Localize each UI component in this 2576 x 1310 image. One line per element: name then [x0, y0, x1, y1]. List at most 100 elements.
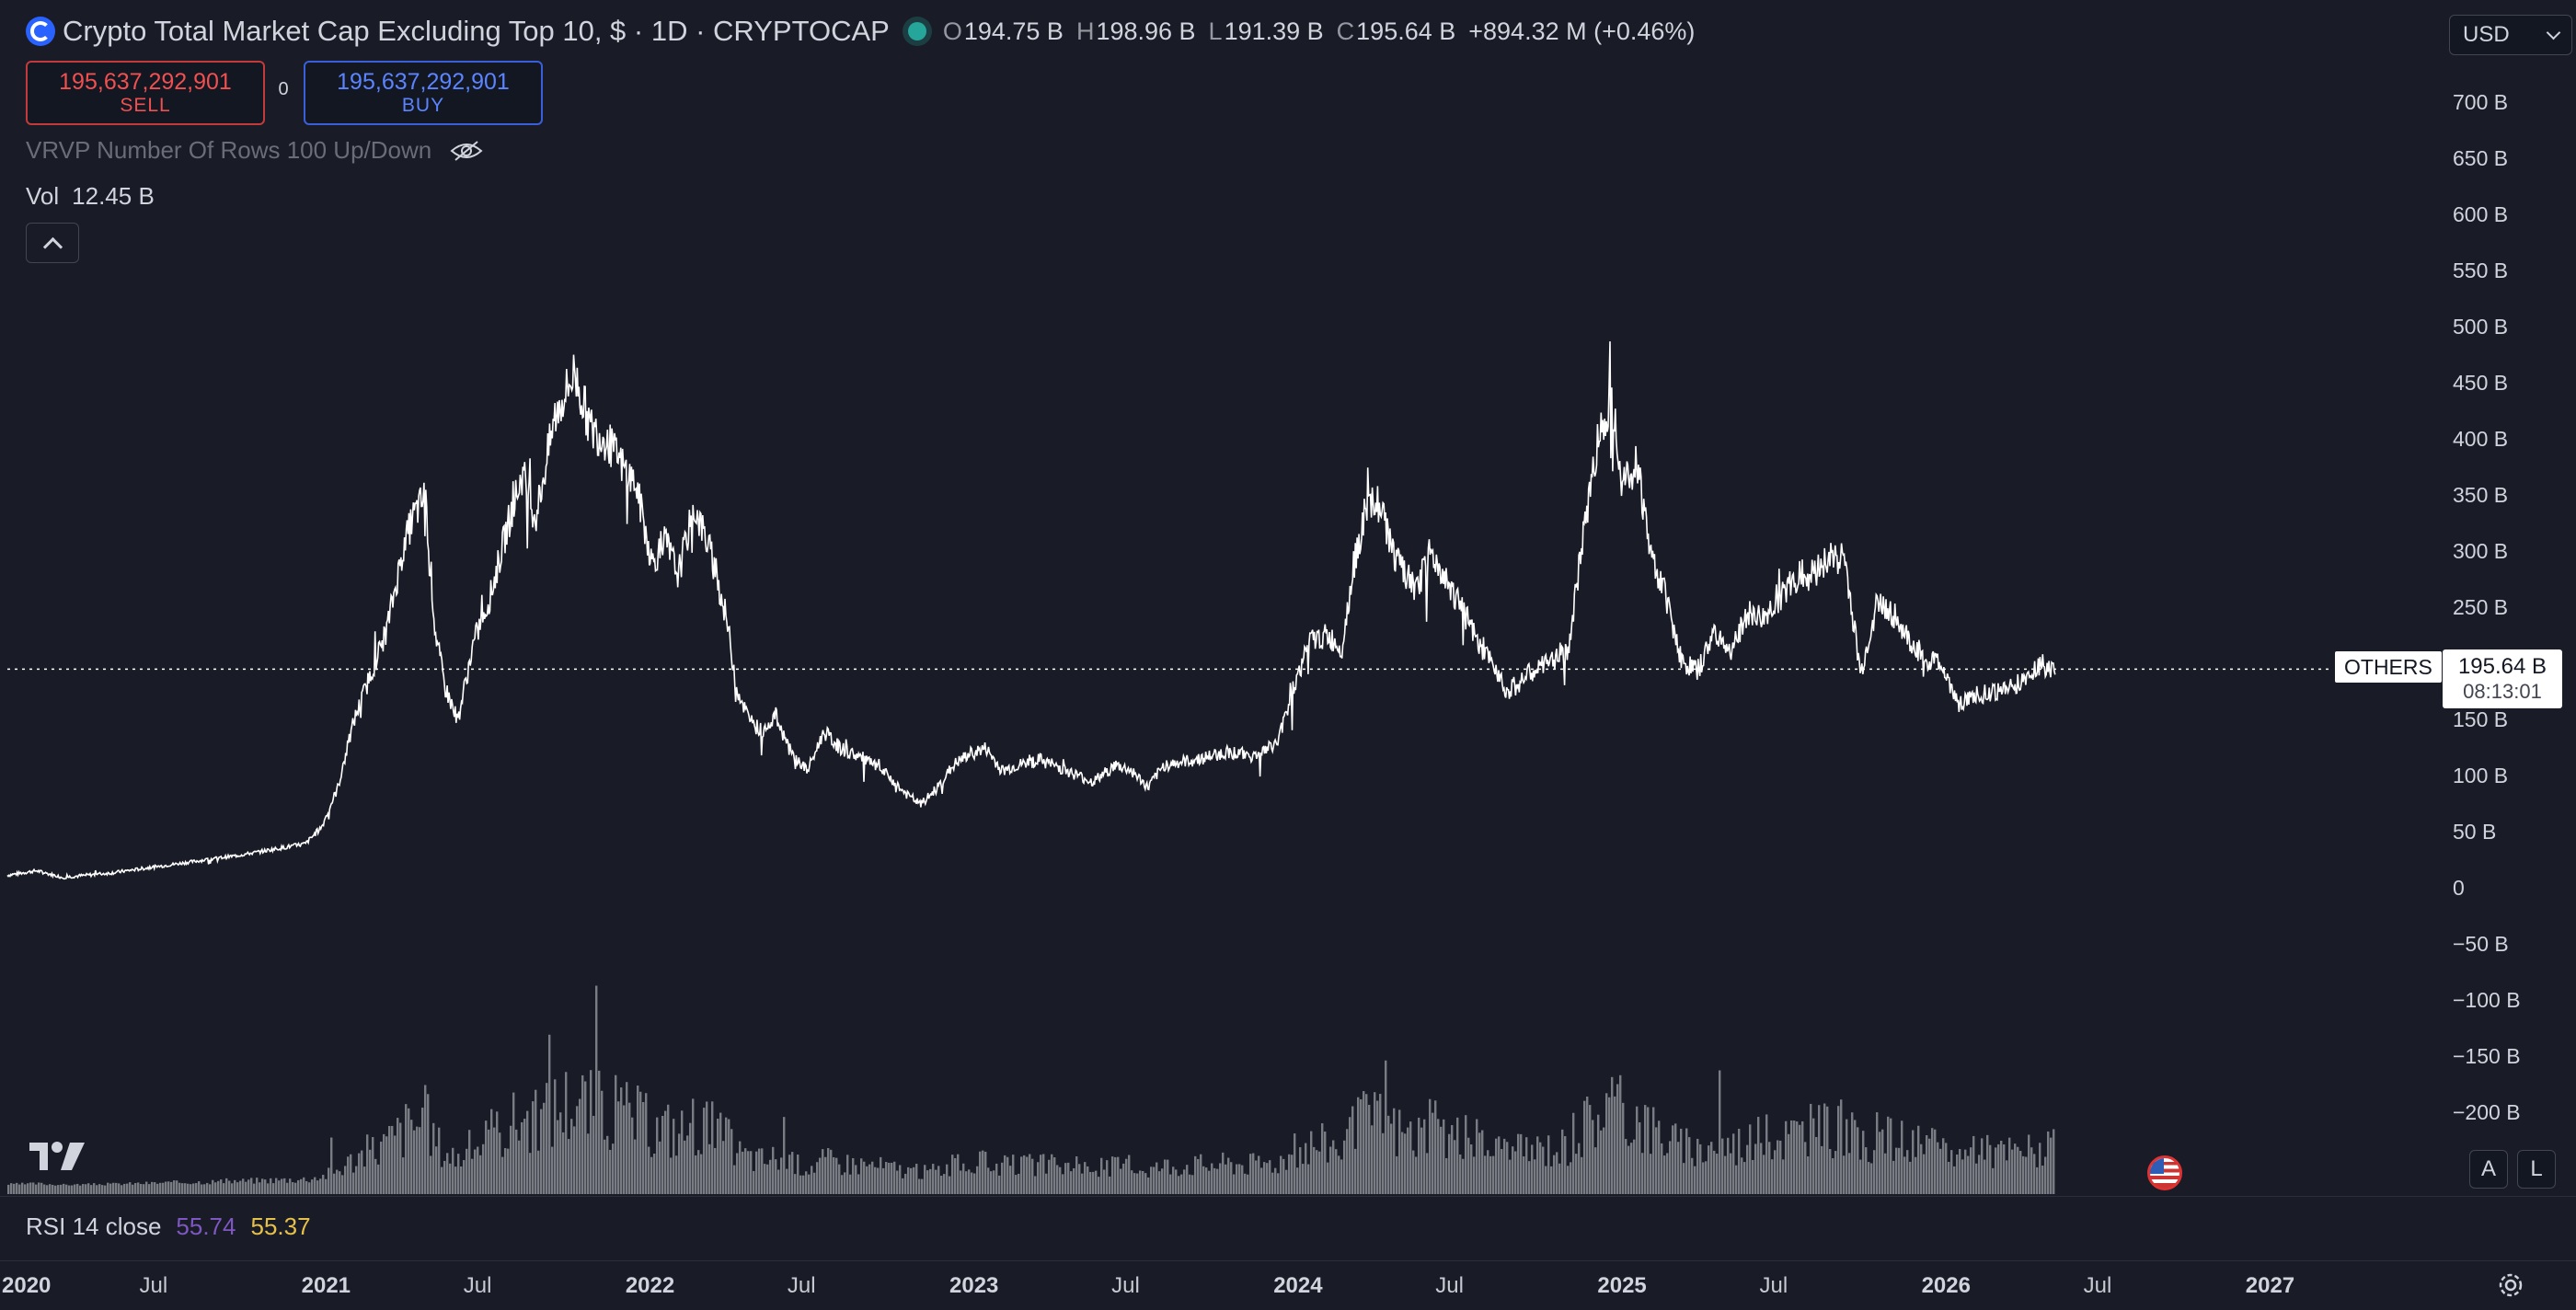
volume-bar	[234, 1179, 236, 1194]
collapse-legend-button[interactable]	[26, 223, 79, 263]
volume-bar	[1009, 1166, 1012, 1194]
volume-bar	[750, 1151, 753, 1194]
volume-bar	[466, 1148, 468, 1194]
volume-bar	[606, 1135, 609, 1194]
volume-bar	[107, 1182, 109, 1194]
volume-bar	[499, 1132, 501, 1194]
eye-hidden-icon[interactable]	[450, 140, 483, 162]
volume-bar	[1324, 1132, 1327, 1194]
volume-bar	[973, 1173, 976, 1194]
auto-scale-button[interactable]: A	[2469, 1150, 2508, 1189]
volume-bar	[1056, 1165, 1059, 1194]
volume-bar	[1426, 1153, 1429, 1194]
volume-bar	[1075, 1156, 1078, 1194]
volume-bar	[1531, 1144, 1534, 1194]
pane-divider[interactable]	[0, 1196, 2576, 1197]
volume-bar	[203, 1184, 206, 1194]
volume-bar	[250, 1178, 253, 1194]
volume-bar	[488, 1129, 490, 1194]
volume-bar	[1901, 1120, 1903, 1194]
volume-bar	[747, 1151, 750, 1194]
volume-bar	[739, 1141, 742, 1194]
volume-bar	[71, 1185, 74, 1194]
volume-bar	[1735, 1165, 1738, 1194]
volume-bar	[523, 1119, 526, 1194]
volume-bar	[711, 1101, 714, 1194]
rsi-legend[interactable]: RSI 14 close 55.74 55.37	[26, 1212, 311, 1241]
volume-bar	[559, 1112, 562, 1194]
volume-bar	[730, 1129, 733, 1194]
volume-bar	[1661, 1143, 1663, 1194]
volume-bar	[1978, 1155, 1981, 1194]
volume-bar	[576, 1106, 579, 1194]
volume-bar	[259, 1182, 261, 1194]
price-axis-tick-label: 600 B	[2453, 202, 2509, 226]
volume-bar	[1465, 1115, 1467, 1194]
volume-bar	[1937, 1142, 1939, 1194]
volume-bar	[1098, 1177, 1100, 1194]
volume-bar	[173, 1180, 176, 1194]
volume-bar	[615, 1074, 617, 1194]
volume-bar	[620, 1087, 623, 1194]
volume-bar	[775, 1159, 777, 1194]
volume-bar	[670, 1157, 673, 1194]
volume-bar	[987, 1167, 990, 1194]
gear-icon[interactable]	[2495, 1270, 2526, 1301]
buy-button[interactable]: 195,637,292,901 BUY	[304, 61, 543, 125]
us-flag-event-icon[interactable]	[2147, 1155, 2182, 1190]
volume-bar	[32, 1182, 35, 1194]
volume-bar	[540, 1109, 543, 1194]
tradingview-logo-icon[interactable]	[29, 1141, 88, 1172]
volume-bar	[388, 1125, 391, 1194]
volume-bar	[10, 1183, 13, 1194]
volume-bar	[1144, 1173, 1147, 1194]
volume-bar	[1934, 1129, 1937, 1194]
volume-bar	[1233, 1174, 1236, 1194]
volume-bar	[1636, 1106, 1639, 1194]
volume-bar	[1418, 1117, 1420, 1194]
time-axis-tick-label: 2025	[1597, 1273, 1647, 1298]
volume-legend[interactable]: Vol 12.45 B	[26, 182, 155, 211]
volume-bar	[1128, 1155, 1131, 1194]
volume-bar	[1100, 1157, 1103, 1194]
volume-bar	[76, 1183, 79, 1194]
volume-bar	[1376, 1100, 1379, 1194]
currency-select[interactable]: USD	[2449, 15, 2572, 55]
volume-bar	[479, 1155, 482, 1194]
volume-bar	[990, 1171, 993, 1194]
volume-bar	[1890, 1118, 1892, 1194]
volume-bar	[1230, 1162, 1233, 1194]
volume-bar	[1851, 1112, 1854, 1194]
volume-bar	[902, 1178, 904, 1194]
volume-bar	[1363, 1091, 1365, 1194]
volume-bar	[1953, 1166, 1956, 1194]
volume-bar	[1741, 1157, 1743, 1194]
volume-bar	[1873, 1150, 1876, 1194]
volume-bar	[659, 1141, 661, 1194]
volume-bar	[1316, 1150, 1318, 1194]
vrvp-indicator-legend[interactable]: VRVP Number Of Rows 100 Up/Down	[26, 136, 483, 165]
volume-bar	[1677, 1142, 1680, 1194]
volume-bar	[592, 1115, 595, 1194]
volume-bar	[1837, 1106, 1840, 1194]
sell-button[interactable]: 195,637,292,901 SELL	[26, 61, 265, 125]
open-value: O194.75 B	[942, 17, 1064, 45]
volume-bar	[932, 1164, 935, 1194]
volume-bar	[1423, 1119, 1426, 1194]
volume-bar	[1868, 1162, 1870, 1194]
volume-bar	[634, 1139, 637, 1194]
log-scale-button[interactable]: L	[2517, 1150, 2556, 1189]
volume-bar	[866, 1166, 868, 1194]
volume-bar	[976, 1166, 979, 1194]
volume-bar	[143, 1184, 145, 1194]
price-axis-tick-label: −200 B	[2453, 1100, 2521, 1124]
vrvp-label: VRVP Number Of Rows 100 Up/Down	[26, 136, 432, 164]
volume-bar	[300, 1178, 303, 1194]
symbol-title[interactable]: Crypto Total Market Cap Excluding Top 10…	[63, 15, 890, 47]
volume-bar	[1928, 1138, 1931, 1194]
volume-bar	[1092, 1171, 1095, 1194]
price-axis-tick-label: 650 B	[2453, 146, 2509, 170]
volume-bar	[1131, 1170, 1133, 1194]
volume-bar	[1644, 1105, 1647, 1194]
